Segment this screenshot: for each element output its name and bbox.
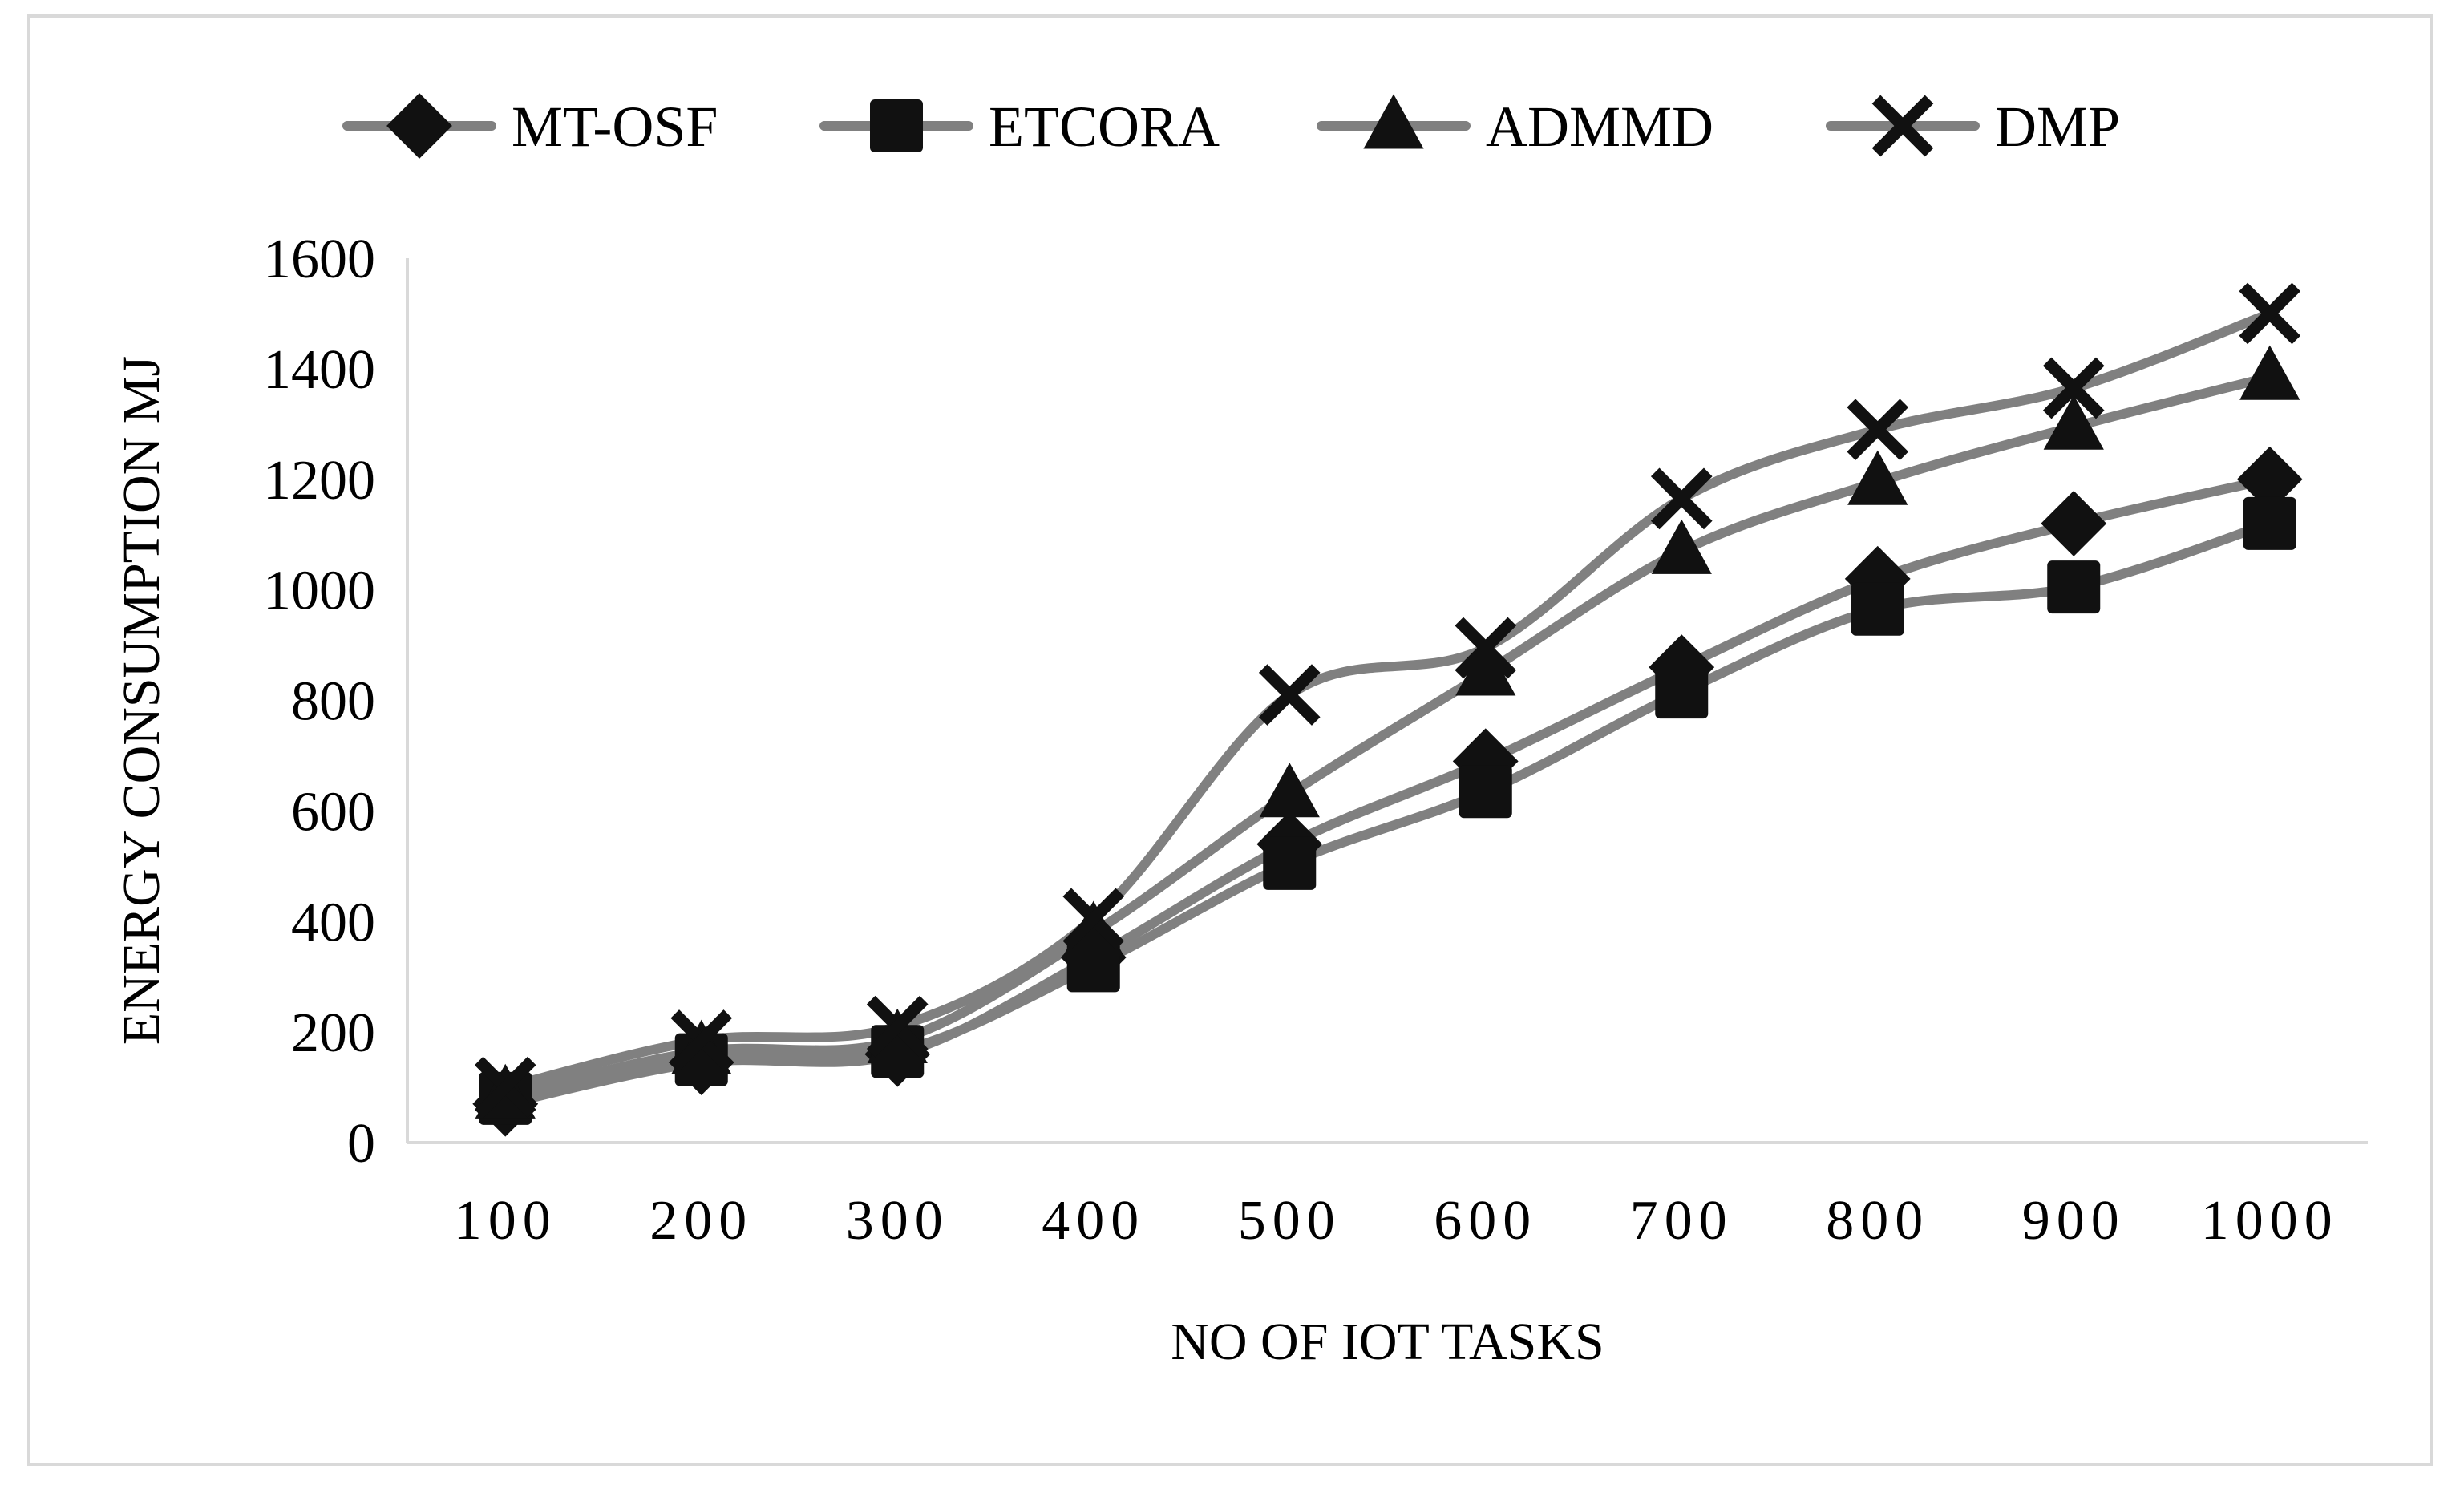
data-point-etcora [2243, 496, 2296, 550]
series-line-dmp [500, 308, 2275, 1093]
legend-item-admmd: ADMMD [1317, 94, 1713, 159]
data-point-etcora [1459, 765, 1512, 819]
x-tick-label: 800 [1826, 1190, 1929, 1252]
x-tick-label: 700 [1630, 1190, 1734, 1252]
data-point-admmd [2239, 345, 2300, 400]
data-point-mt-osf [2236, 446, 2303, 512]
data-point-admmd [2043, 394, 2104, 450]
data-point-dmp [2042, 357, 2105, 419]
y-tick-label: 200 [291, 1002, 375, 1064]
data-point-etcora [1851, 582, 1904, 636]
data-point-etcora [1655, 666, 1709, 719]
axes [406, 258, 2368, 1144]
data-point-dmp [1062, 888, 1125, 950]
x-tick-label: 900 [2022, 1190, 2126, 1252]
y-tick-label: 1600 [263, 229, 375, 290]
data-point-dmp [1847, 399, 1909, 461]
x-tick-label: 500 [1238, 1190, 1341, 1252]
y-axis-ticks: 0 200 400 600 800 1000 1200 1400 1600 [263, 229, 375, 1175]
legend-marker-mt-osf [386, 93, 452, 159]
data-point-admmd [1259, 763, 1320, 818]
legend-label: ADMMD [1486, 95, 1713, 159]
data-point-dmp [2239, 282, 2301, 345]
x-tick-label: 200 [649, 1190, 753, 1252]
legend: MT-OSF ETCORA ADMMD DMP [342, 93, 2120, 159]
x-tick-label: 100 [454, 1190, 557, 1252]
data-point-dmp [1455, 617, 1517, 679]
y-tick-label: 800 [291, 671, 375, 733]
x-tick-label: 400 [1042, 1190, 1145, 1252]
x-tick-label: 600 [1434, 1190, 1537, 1252]
data-point-admmd [1651, 519, 1712, 574]
energy-consumption-chart: MT-OSF ETCORA ADMMD DMP 0 200 400 600 800 1000 12… [112, 93, 2368, 1371]
data-point-mt-osf [2041, 490, 2107, 556]
legend-label: MT-OSF [512, 95, 718, 159]
legend-item-dmp: DMP [1826, 95, 2120, 159]
data-point-etcora [2047, 560, 2101, 614]
series-line-admmd [500, 372, 2275, 1101]
series-line-etcora [500, 518, 2275, 1103]
legend-marker-dmp [1871, 95, 1934, 157]
y-axis-label: ENERGY CONSUMPTION MJ [112, 356, 171, 1045]
x-tick-label: 300 [846, 1190, 949, 1252]
data-point-dmp [670, 1009, 733, 1071]
x-tick-label: 1000 [2201, 1190, 2339, 1252]
legend-marker-etcora [870, 99, 923, 152]
legend-label: ETCORA [989, 95, 1220, 159]
legend-item-etcora: ETCORA [819, 95, 1220, 159]
chart-frame: MT-OSF ETCORA ADMMD DMP 0 200 400 600 800 1000 12… [27, 14, 2433, 1466]
series-line-mt-osf [500, 474, 2275, 1109]
y-tick-label: 600 [291, 781, 375, 843]
data-point-dmp [1258, 664, 1321, 726]
y-tick-label: 0 [347, 1113, 375, 1175]
series-markers [472, 282, 2303, 1137]
data-point-admmd [1847, 450, 1908, 505]
y-tick-label: 1200 [263, 450, 375, 512]
legend-item-mt-osf: MT-OSF [342, 93, 718, 159]
y-tick-label: 400 [291, 892, 375, 953]
data-point-dmp [1650, 467, 1713, 530]
data-point-dmp [866, 995, 929, 1058]
series-lines [500, 308, 2275, 1109]
data-point-etcora [1263, 836, 1317, 890]
y-tick-label: 1000 [263, 560, 375, 622]
data-point-dmp [474, 1056, 536, 1119]
data-point-admmd [1455, 641, 1516, 696]
x-axis-ticks: 100 200 300 400 500 600 700 800 900 1000 [454, 1190, 2339, 1252]
x-axis-label: NO OF IOT TASKS [1171, 1313, 1604, 1371]
legend-label: DMP [1995, 95, 2120, 159]
y-tick-label: 1400 [263, 339, 375, 401]
legend-marker-admmd [1363, 94, 1424, 149]
